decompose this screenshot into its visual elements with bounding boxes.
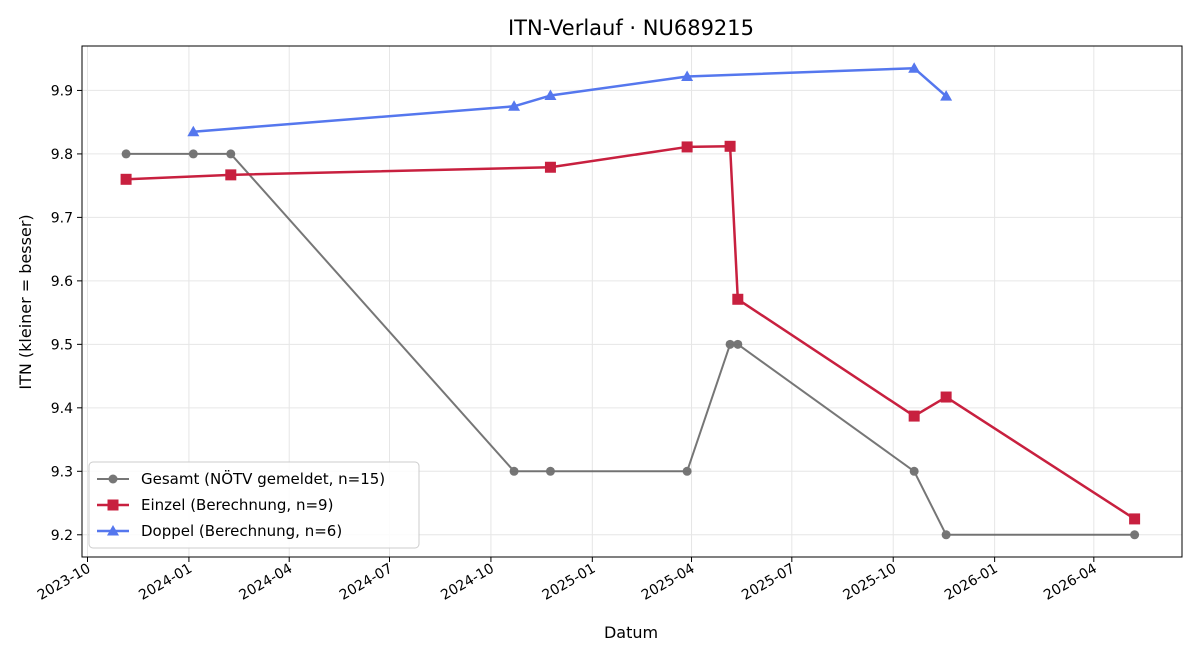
y-tick-label: 9.9 xyxy=(51,83,73,99)
y-axis: 9.2 9.3 9.4 9.5 9.6 9.7 9.8 9.9 xyxy=(51,83,82,544)
y-tick-label: 9.2 xyxy=(51,528,73,544)
x-axis: 2023-10 2024-01 2024-04 2024-07 2024-10 2025-… xyxy=(35,557,1100,604)
x-axis-label: Datum xyxy=(604,623,658,642)
legend-entry-einzel xyxy=(97,499,129,511)
legend-swatch-marker xyxy=(107,499,119,511)
series-einzel xyxy=(120,140,1141,525)
legend-entry-doppel xyxy=(97,525,129,536)
x-tick-label: 2026-01 xyxy=(942,561,1001,604)
y-tick-label: 9.3 xyxy=(51,464,73,480)
data-point-gesamt xyxy=(725,339,735,349)
data-point-gesamt xyxy=(1130,530,1140,540)
data-point-einzel xyxy=(544,161,556,173)
data-point-gesamt xyxy=(682,466,692,476)
data-point-gesamt xyxy=(909,466,919,476)
data-point-einzel xyxy=(120,173,132,185)
data-point-gesamt xyxy=(509,466,519,476)
data-point-einzel xyxy=(732,293,744,305)
data-point-doppel xyxy=(508,100,521,111)
data-point-gesamt xyxy=(188,149,198,159)
data-point-doppel xyxy=(681,70,694,81)
legend-swatch-marker xyxy=(108,474,118,484)
y-tick-label: 9.4 xyxy=(51,401,73,417)
data-point-einzel xyxy=(1129,513,1141,525)
chart-title: ITN-Verlauf · NU689215 xyxy=(508,16,754,40)
x-tick-label: 2024-01 xyxy=(136,561,195,604)
x-tick-label: 2023-10 xyxy=(35,561,94,604)
x-tick-label: 2025-01 xyxy=(540,561,599,604)
series-layer xyxy=(120,62,1141,540)
x-tick-label: 2025-10 xyxy=(841,561,900,604)
data-point-einzel xyxy=(225,169,237,181)
data-point-einzel xyxy=(908,410,920,422)
series-gesamt xyxy=(121,149,1140,540)
x-tick-label: 2024-04 xyxy=(237,561,296,604)
series-line-doppel xyxy=(193,66,947,133)
data-point-einzel xyxy=(940,391,952,403)
legend-label: Doppel (Berechnung, n=6) xyxy=(141,522,342,540)
data-point-doppel xyxy=(187,125,200,137)
data-point-doppel xyxy=(940,90,953,101)
legend-label: Einzel (Berechnung, n=9) xyxy=(141,496,333,514)
data-point-gesamt xyxy=(733,339,743,349)
x-tick-label: 2026-04 xyxy=(1041,561,1100,604)
data-point-gesamt xyxy=(121,149,131,159)
x-tick-label: 2025-04 xyxy=(639,561,698,604)
data-point-einzel xyxy=(681,141,693,153)
y-tick-label: 9.6 xyxy=(51,274,73,290)
data-point-doppel xyxy=(544,89,557,101)
data-point-einzel xyxy=(724,140,736,152)
x-tick-label: 2024-10 xyxy=(438,561,497,604)
legend: Gesamt (NÖTV gemeldet, n=15) Einzel (Bere… xyxy=(88,461,420,549)
legend-label: Gesamt (NÖTV gemeldet, n=15) xyxy=(141,469,385,488)
legend-entry-gesamt xyxy=(97,474,129,484)
data-point-doppel xyxy=(908,62,921,73)
plot-frame xyxy=(81,45,1183,558)
series-doppel xyxy=(187,62,953,137)
x-tick-label: 2024-07 xyxy=(337,561,396,604)
data-point-gesamt xyxy=(941,530,951,540)
data-point-gesamt xyxy=(545,466,555,476)
legend-swatch-marker xyxy=(107,525,119,536)
y-tick-label: 9.7 xyxy=(51,210,73,226)
legend-box xyxy=(88,461,420,549)
y-tick-label: 9.5 xyxy=(51,337,73,353)
y-tick-label: 9.8 xyxy=(51,147,73,163)
y-axis-label: ITN (kleiner = besser) xyxy=(16,214,35,389)
data-point-gesamt xyxy=(226,149,236,159)
x-tick-label: 2025-07 xyxy=(739,561,798,604)
